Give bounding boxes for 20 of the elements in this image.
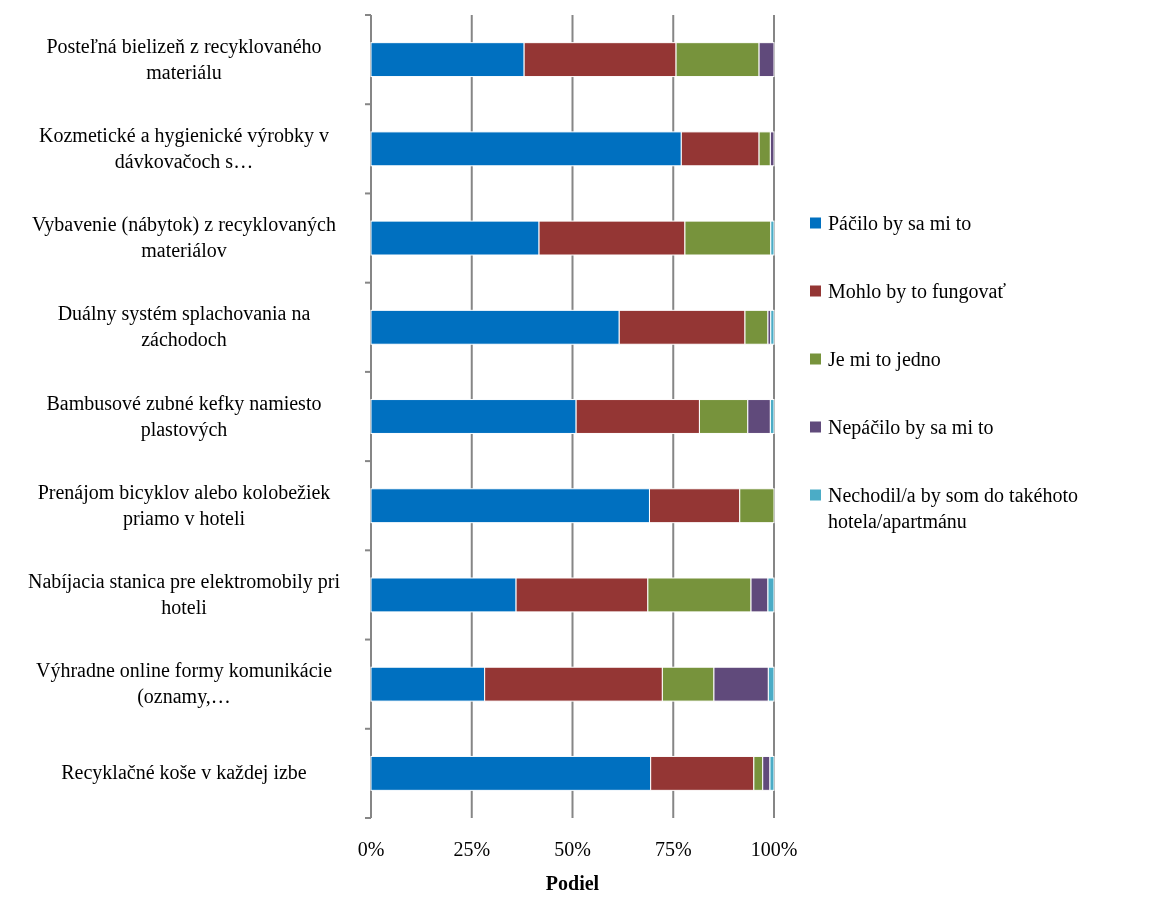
x-tick-label: 50% bbox=[554, 838, 591, 860]
y-tick-label: Duálny systém splachovania na záchodoch bbox=[57, 302, 311, 351]
y-tick-label: Prenájom bicyklov alebo kolobežiek priamo v hoteli bbox=[37, 480, 331, 530]
y-tick-label: Bambusové zubné kefky namiesto plastových bbox=[46, 391, 322, 441]
legend-label: Páčilo by sa mi to bbox=[828, 211, 972, 235]
legend-label: Nepáčilo by sa mi to bbox=[828, 415, 994, 439]
x-tick-label: 0% bbox=[357, 838, 385, 860]
legend-label: Mohlo by to fungovať bbox=[828, 279, 1007, 303]
x-tick-label: 75% bbox=[654, 838, 692, 860]
x-tick-label: 25% bbox=[453, 838, 491, 860]
y-tick-label: Recyklačné koše v každej izbe bbox=[61, 761, 307, 785]
x-tick-label: 100% bbox=[750, 838, 798, 860]
legend-label: Je mi to jedno bbox=[828, 347, 941, 371]
x-axis-title: Podiel bbox=[545, 872, 600, 894]
y-tick-label: Posteľná bielizeň z recyklovaného materiálu bbox=[46, 34, 322, 83]
y-tick-label: Nabíjacia stanica pre elektromobily pri hoteli bbox=[27, 569, 341, 618]
legend-label: Nechodil/a by som do takéhoto hotela/apartmánu bbox=[828, 483, 1078, 533]
y-tick-label: Výhradne online formy komunikácie (oznamy,… bbox=[35, 659, 333, 709]
y-tick-label: Kozmetické a hygienické výrobky v dávkovačoch s… bbox=[39, 123, 329, 172]
y-tick-label: Vybavenie (nábytok) z recyklovaných materiálov bbox=[32, 213, 336, 262]
